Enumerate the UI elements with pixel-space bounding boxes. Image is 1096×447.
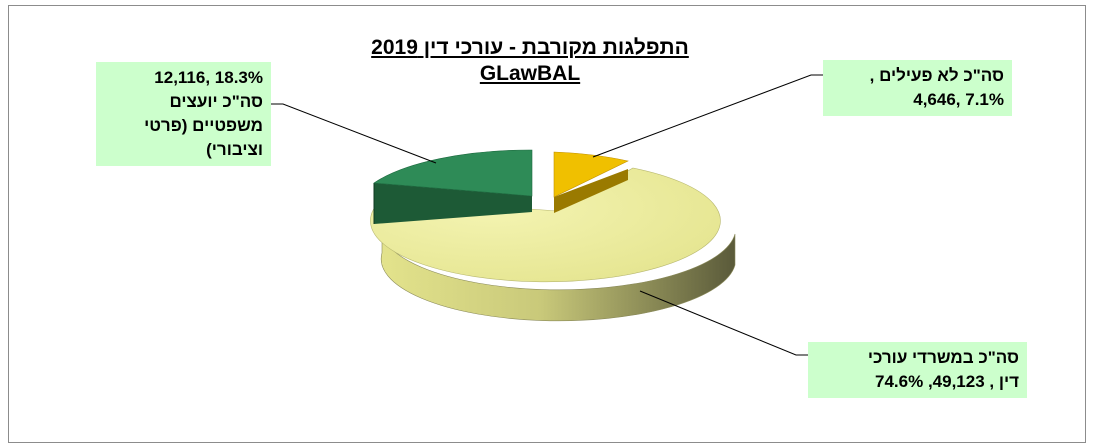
- pie-slice-private: [373, 149, 533, 197]
- pie-slice-private-side: [374, 183, 532, 224]
- leader-line-offices: [639, 290, 808, 356]
- data-label-line: 18.3% ,12,116: [154, 68, 263, 87]
- leader-line-inactive: [592, 74, 823, 158]
- pie-slice-inactive-side: [554, 169, 628, 213]
- data-label-line: סה"כ במשרדי עורכי: [867, 348, 1019, 367]
- pie-slice-inactive: [553, 151, 629, 198]
- pie-slice-offices: [370, 167, 721, 283]
- leader-line-private: [271, 103, 437, 164]
- data-label-private-advisors: 18.3% ,12,116 סה"כ יועצים משפטיים (פרטי …: [96, 62, 271, 166]
- pie-slice-offices-side: [380, 221, 736, 322]
- chart-title: התפלגות מקורבת - עורכי דין 2019: [371, 36, 689, 59]
- data-label-line: סה"כ יועצים: [169, 92, 263, 111]
- data-label-line: סה"כ לא פעילים ,: [869, 66, 1004, 85]
- chart-subtitle: GLawBAL: [479, 62, 581, 85]
- data-label-line: 7.1% ,4,646: [913, 90, 1004, 109]
- data-label-law-offices: סה"כ במשרדי עורכי דין , 49,123, 74.6%: [808, 342, 1027, 398]
- data-label-line: משפטיים (פרטי: [144, 116, 263, 135]
- data-label-line: דין , 49,123, 74.6%: [875, 372, 1019, 391]
- data-label-inactive: סה"כ לא פעילים , 7.1% ,4,646: [823, 60, 1012, 116]
- data-label-line: וציבורי): [206, 140, 263, 159]
